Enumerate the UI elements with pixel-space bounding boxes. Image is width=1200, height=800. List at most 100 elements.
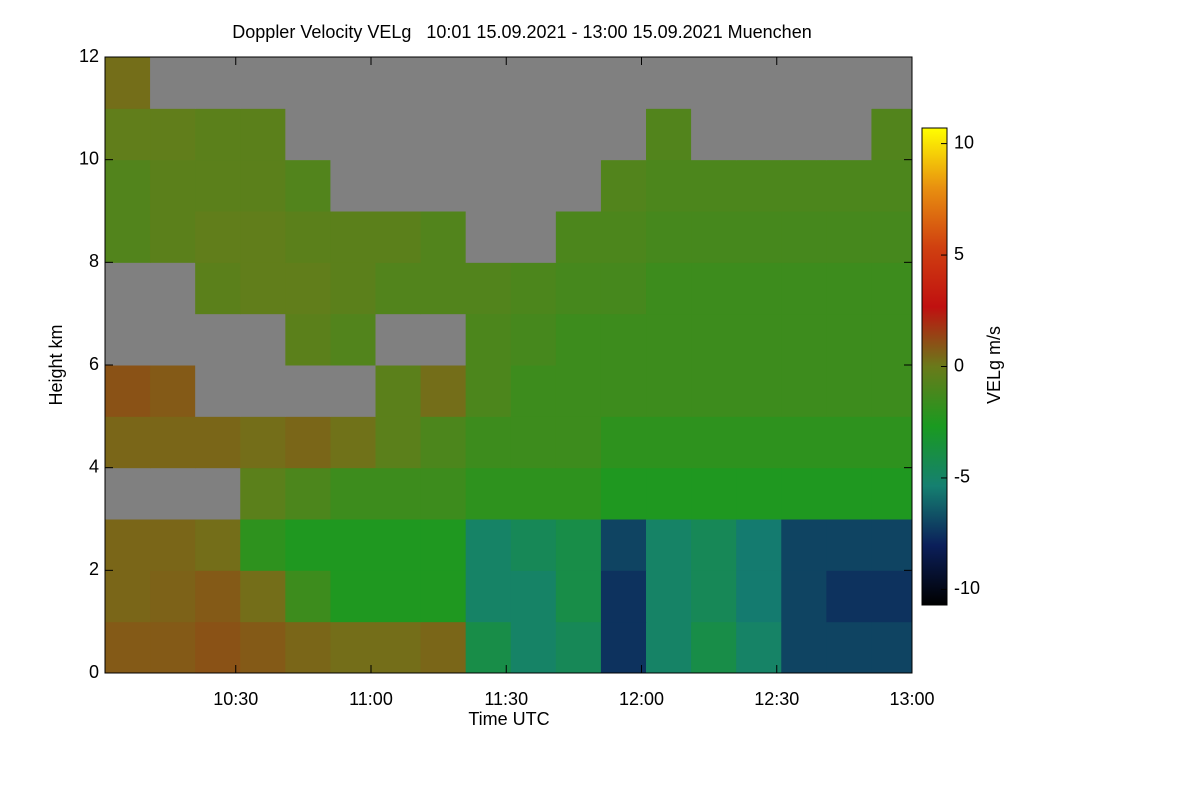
heatmap-cell — [330, 467, 377, 520]
y-tick-label: 6 — [89, 354, 99, 374]
heatmap-cell — [195, 416, 241, 469]
heatmap-cell — [240, 108, 286, 161]
no-data-cell — [555, 57, 602, 109]
heatmap-cell — [781, 621, 827, 674]
heatmap-cell — [826, 211, 872, 263]
heatmap-cell — [240, 519, 286, 571]
no-data-cell — [105, 467, 151, 520]
no-data-cell — [195, 57, 241, 109]
heatmap-cell — [240, 262, 286, 315]
heatmap-cell — [240, 570, 286, 623]
heatmap-cell — [600, 416, 647, 469]
heatmap-cell — [195, 108, 241, 161]
heatmap-cell — [150, 108, 196, 161]
y-tick-label: 4 — [89, 456, 99, 476]
heatmap-cell — [826, 416, 872, 469]
heatmap-cell — [600, 570, 647, 623]
heatmap-cell — [240, 416, 286, 469]
heatmap-cell — [826, 262, 872, 315]
heatmap-cell — [150, 621, 196, 674]
heatmap-cell — [736, 467, 782, 520]
heatmap-cell — [195, 570, 241, 623]
no-data-cell — [150, 467, 196, 520]
heatmap-cell — [826, 159, 872, 212]
no-data-cell — [420, 57, 467, 109]
heatmap-cell — [420, 519, 467, 571]
heatmap-cell — [510, 570, 557, 623]
y-tick-label: 0 — [89, 662, 99, 682]
heatmap-cell — [285, 467, 331, 520]
heatmap-cell — [646, 570, 692, 623]
heatmap-cell — [105, 365, 151, 417]
heatmap-cell — [781, 262, 827, 315]
no-data-cell — [330, 159, 377, 212]
no-data-cell — [465, 108, 512, 161]
heatmap-cell — [600, 313, 647, 366]
heatmap-cell — [871, 416, 913, 469]
x-tick-label: 12:00 — [619, 689, 664, 709]
colorbar-tick-label: -10 — [954, 578, 980, 598]
heatmap-cell — [871, 467, 913, 520]
heatmap-cell — [510, 467, 557, 520]
heatmap-cell — [555, 570, 602, 623]
heatmap-cell — [375, 519, 422, 571]
heatmap-cell — [736, 313, 782, 366]
y-axis-label: Height km — [46, 324, 66, 405]
heatmap-cell — [105, 108, 151, 161]
heatmap-cell — [465, 570, 512, 623]
heatmap-cell — [646, 108, 692, 161]
no-data-cell — [105, 313, 151, 366]
x-tick-label: 11:30 — [484, 689, 528, 709]
no-data-cell — [510, 108, 557, 161]
heatmap-cell — [195, 211, 241, 263]
heatmap-cell — [826, 313, 872, 366]
heatmap-cell — [826, 467, 872, 520]
heatmap-cell — [555, 416, 602, 469]
heatmap-cell — [465, 313, 512, 366]
heatmap-cell — [691, 416, 737, 469]
y-tick-label: 8 — [89, 251, 99, 271]
heatmap-cell — [871, 262, 913, 315]
heatmap-cell — [285, 159, 331, 212]
heatmap-cell — [420, 570, 467, 623]
chart-title: Doppler Velocity VELg 10:01 15.09.2021 -… — [232, 22, 811, 42]
no-data-cell — [240, 313, 286, 366]
heatmap-cell — [555, 467, 602, 520]
heatmap-cell — [691, 211, 737, 263]
heatmap-cell — [465, 519, 512, 571]
heatmap-cell — [781, 467, 827, 520]
heatmap-cell — [375, 262, 422, 315]
y-tick-label: 2 — [89, 559, 99, 579]
heatmap-cell — [465, 416, 512, 469]
heatmap-cell — [736, 519, 782, 571]
no-data-cell — [195, 313, 241, 366]
no-data-cell — [375, 57, 422, 109]
heatmap-cell — [285, 621, 331, 674]
heatmap-cell — [736, 262, 782, 315]
heatmap-cell — [691, 519, 737, 571]
heatmap-cell — [781, 570, 827, 623]
heatmap-cell — [736, 159, 782, 212]
colorbar-label: VELg m/s — [984, 326, 1004, 404]
heatmap-cell — [555, 211, 602, 263]
x-tick-label: 13:00 — [889, 689, 934, 709]
heatmap-cell — [105, 519, 151, 571]
heatmap-cell — [195, 159, 241, 212]
heatmap-cell — [736, 621, 782, 674]
heatmap-cell — [826, 621, 872, 674]
heatmap-cell — [105, 159, 151, 212]
heatmap-cell — [375, 416, 422, 469]
heatmap-cell — [600, 467, 647, 520]
heatmap-cell — [600, 211, 647, 263]
heatmap-cell — [555, 365, 602, 417]
no-data-cell — [420, 313, 467, 366]
heatmap-cell — [510, 621, 557, 674]
heatmap-cell — [330, 519, 377, 571]
no-data-cell — [105, 262, 151, 315]
heatmap-cell — [871, 313, 913, 366]
no-data-cell — [465, 159, 512, 212]
heatmap-cell — [555, 262, 602, 315]
heatmap-cell — [600, 519, 647, 571]
no-data-cell — [510, 57, 557, 109]
heatmap-cell — [646, 262, 692, 315]
